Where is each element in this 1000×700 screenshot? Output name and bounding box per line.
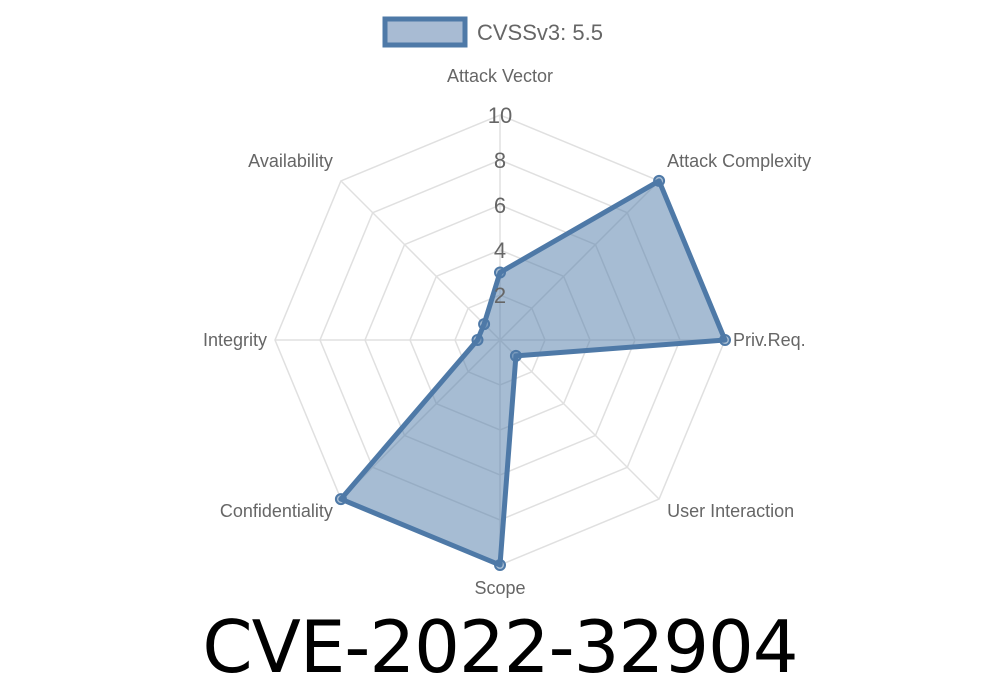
legend-swatch [382,16,468,48]
axis-label: Confidentiality [220,501,333,521]
tick-label: 2 [494,283,506,308]
data-point [334,493,347,506]
tick-label: 6 [494,193,506,218]
grid-spoke [499,339,660,500]
cve-title: CVE-2022-32904 [202,605,798,689]
grid-spoke [340,180,501,341]
axis-label: User Interaction [667,501,794,521]
axis-label: Attack Vector [447,66,553,86]
data-point [494,266,506,279]
axis-label: Priv.Req. [733,330,806,350]
legend-label: CVSSv3: 5.5 [477,20,603,45]
data-point [478,318,491,331]
axis-label: Availability [248,151,333,171]
tick-label: 4 [494,238,506,263]
tick-label: 10 [488,103,512,128]
data-point [494,559,506,571]
tick-label: 8 [494,148,506,173]
axis-label: Attack Complexity [667,151,811,171]
data-point [653,174,666,187]
data-point [719,334,731,346]
axis-label: Integrity [203,330,267,350]
data-point [509,349,522,362]
data-point [471,334,484,346]
axis-label: Scope [474,578,525,598]
